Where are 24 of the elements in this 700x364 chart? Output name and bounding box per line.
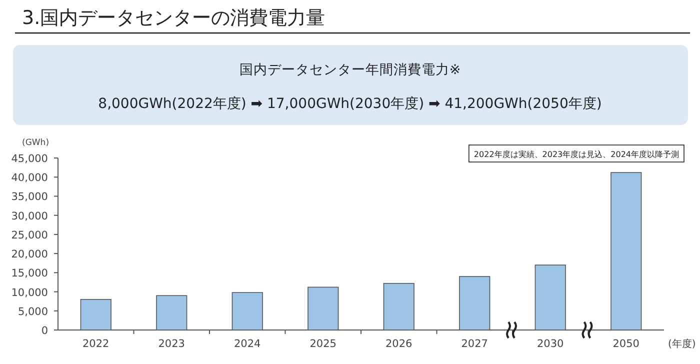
y-tick-label: 40,000: [11, 172, 48, 184]
y-tick-label: 25,000: [11, 229, 48, 242]
x-tick-label: 2026: [386, 338, 413, 350]
y-tick-label: 35,000: [11, 191, 48, 204]
annotation: 2022年度は実績、2023年度は見込、2024年度以降予測: [474, 150, 679, 159]
y-tick-label: 5,000: [18, 306, 48, 318]
y-axis-title: (GWh): [22, 138, 50, 148]
x-tick-label: 2024: [234, 338, 262, 350]
x-tick-label: 2025: [310, 338, 336, 350]
y-tick-label: 10,000: [11, 286, 48, 299]
text: 8,000GWh(2022年度) ➡ 17,000GWh(2030年度) ➡ 41,200GWh(2050年度): [98, 96, 602, 112]
y-tick-label: 20,000: [11, 248, 48, 261]
chart-title: 3.国内データセンターの消費電力量: [22, 7, 326, 29]
y-tick-label: 30,000: [11, 210, 48, 222]
chart-subtitle: 国内データセンター年間消費電力※: [239, 62, 461, 78]
x-tick-label: 2050: [612, 338, 640, 350]
x-tick-label: 2022: [82, 338, 110, 350]
y-tick-label: 0: [41, 325, 48, 337]
x-tick-label: 2027: [461, 338, 488, 350]
x-tick-label: 2023: [158, 338, 185, 350]
x-axis-title: (年度): [668, 338, 696, 350]
x-tick-label: 2030: [537, 338, 564, 350]
y-tick-label: 15,000: [11, 268, 48, 280]
y-tick-label: 45,000: [11, 153, 48, 165]
